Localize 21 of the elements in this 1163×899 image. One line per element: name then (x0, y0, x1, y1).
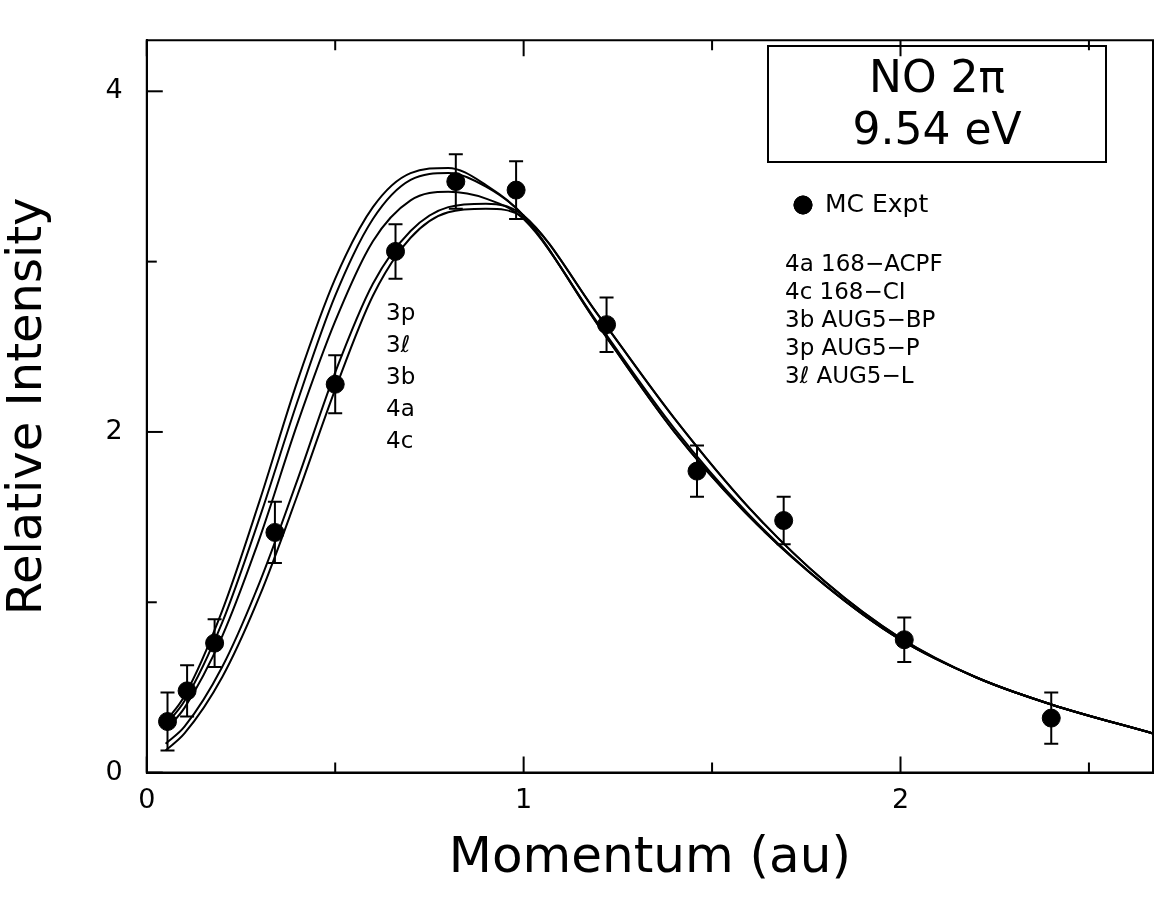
annotation: 9.54 eV (851, 103, 1023, 155)
annotation: 4a (386, 394, 416, 423)
annotation: 3p AUG5−P (785, 333, 921, 361)
annotation: 3p (386, 298, 416, 327)
y-tick-label: 0 (105, 754, 123, 786)
annotation: 3b AUG5−BP (785, 305, 937, 333)
x-tick-label: 0 (138, 782, 156, 814)
y-tick-label: 4 (105, 73, 123, 105)
annotation: 3ℓ (386, 330, 412, 359)
annotation: NO 2π (868, 51, 1006, 103)
x-tick-label: 2 (891, 782, 910, 814)
annotation: 3b (386, 362, 416, 391)
x-tick-label: 1 (515, 782, 533, 814)
x-axis-title: Momentum (au) (448, 825, 851, 884)
y-axis-title: Relative Intensity (0, 197, 53, 616)
annotation: 4c 168−CI (785, 277, 907, 305)
annotation: 4c (386, 426, 415, 455)
annotation: 3ℓ AUG5−L (785, 361, 915, 389)
y-tick-label: 2 (105, 413, 123, 445)
legend-label: MC Expt (825, 188, 929, 218)
annotation: 4a 168−ACPF (785, 249, 943, 277)
